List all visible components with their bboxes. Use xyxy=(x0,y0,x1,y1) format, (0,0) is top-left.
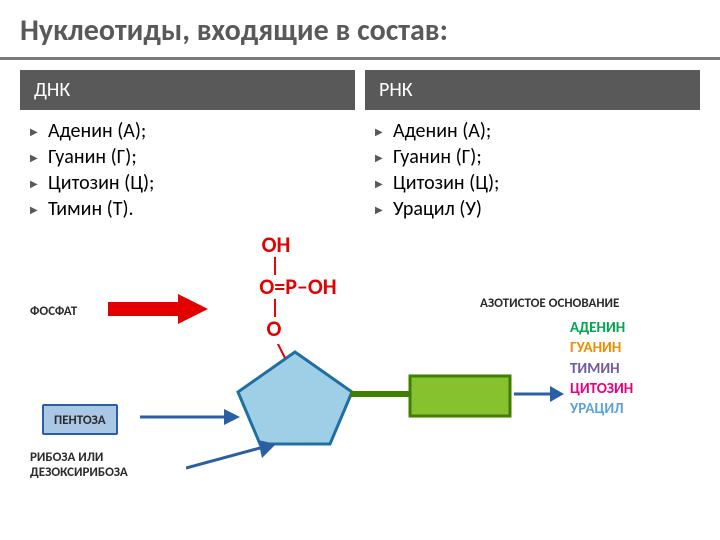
blue-arrow-right-icon xyxy=(514,382,564,406)
dna-column: ДНК Аденин (А); Гуанин (Г); Цитозин (Ц);… xyxy=(20,70,355,230)
blue-arrow-riboza-icon xyxy=(186,440,276,476)
blue-arrow-pentose-icon xyxy=(140,404,240,430)
chem-p: P xyxy=(285,273,297,300)
pentose-box: ПЕНТОЗА xyxy=(42,404,118,435)
list-item: Цитозин (Ц); xyxy=(367,170,694,196)
chem-oh-right: OH xyxy=(308,273,337,300)
chem-formula: OH | O=P–OH | O xyxy=(218,234,378,340)
base-connector xyxy=(350,374,520,434)
dna-header: ДНК xyxy=(20,70,355,110)
base-uracil: УРАЦИЛ xyxy=(570,399,633,419)
phosphate-label: ФОСФАТ xyxy=(30,304,77,319)
base-adenine: АДЕНИН xyxy=(570,318,633,338)
list-item: Урацил (У) xyxy=(367,196,694,222)
pentagon-icon xyxy=(230,344,360,454)
base-names: АДЕНИН ГУАНИН ТИМИН ЦИТОЗИН УРАЦИЛ xyxy=(570,318,633,419)
red-arrow-icon xyxy=(108,294,208,324)
base-thymine: ТИМИН xyxy=(570,359,633,379)
rna-list: Аденин (А); Гуанин (Г); Цитозин (Ц); Ура… xyxy=(365,110,700,230)
base-cytosine: ЦИТОЗИН xyxy=(570,379,633,399)
page-title: Нуклеотиды, входящие в состав: xyxy=(0,0,720,60)
list-item: Аденин (А); xyxy=(367,118,694,144)
list-item: Гуанин (Г); xyxy=(367,144,694,170)
riboza-label: РИБОЗА ИЛИ ДЕЗОКСИРИБОЗА xyxy=(30,450,128,480)
chem-o-bottom: O xyxy=(267,315,282,342)
base-guanine: ГУАНИН xyxy=(570,338,633,358)
rna-column: РНК Аденин (А); Гуанин (Г); Цитозин (Ц);… xyxy=(365,70,700,230)
list-item: Аденин (А); xyxy=(22,118,349,144)
nucleotide-diagram: ФОСФАТ OH | O=P–OH | O АЗОТИСТОЕ ОСНОВАН xyxy=(0,234,720,494)
pentose-label: ПЕНТОЗА xyxy=(54,413,106,428)
title-text: Нуклеотиды, входящие в состав: xyxy=(20,12,448,49)
list-item: Гуанин (Г); xyxy=(22,144,349,170)
list-item: Цитозин (Ц); xyxy=(22,170,349,196)
list-item: Тимин (Т). xyxy=(22,196,349,222)
rna-header: РНК xyxy=(365,70,700,110)
nucleotide-table: ДНК Аденин (А); Гуанин (Г); Цитозин (Ц);… xyxy=(0,60,720,234)
base-label: АЗОТИСТОЕ ОСНОВАНИЕ xyxy=(480,296,619,311)
dna-list: Аденин (А); Гуанин (Г); Цитозин (Ц); Тим… xyxy=(20,110,355,230)
